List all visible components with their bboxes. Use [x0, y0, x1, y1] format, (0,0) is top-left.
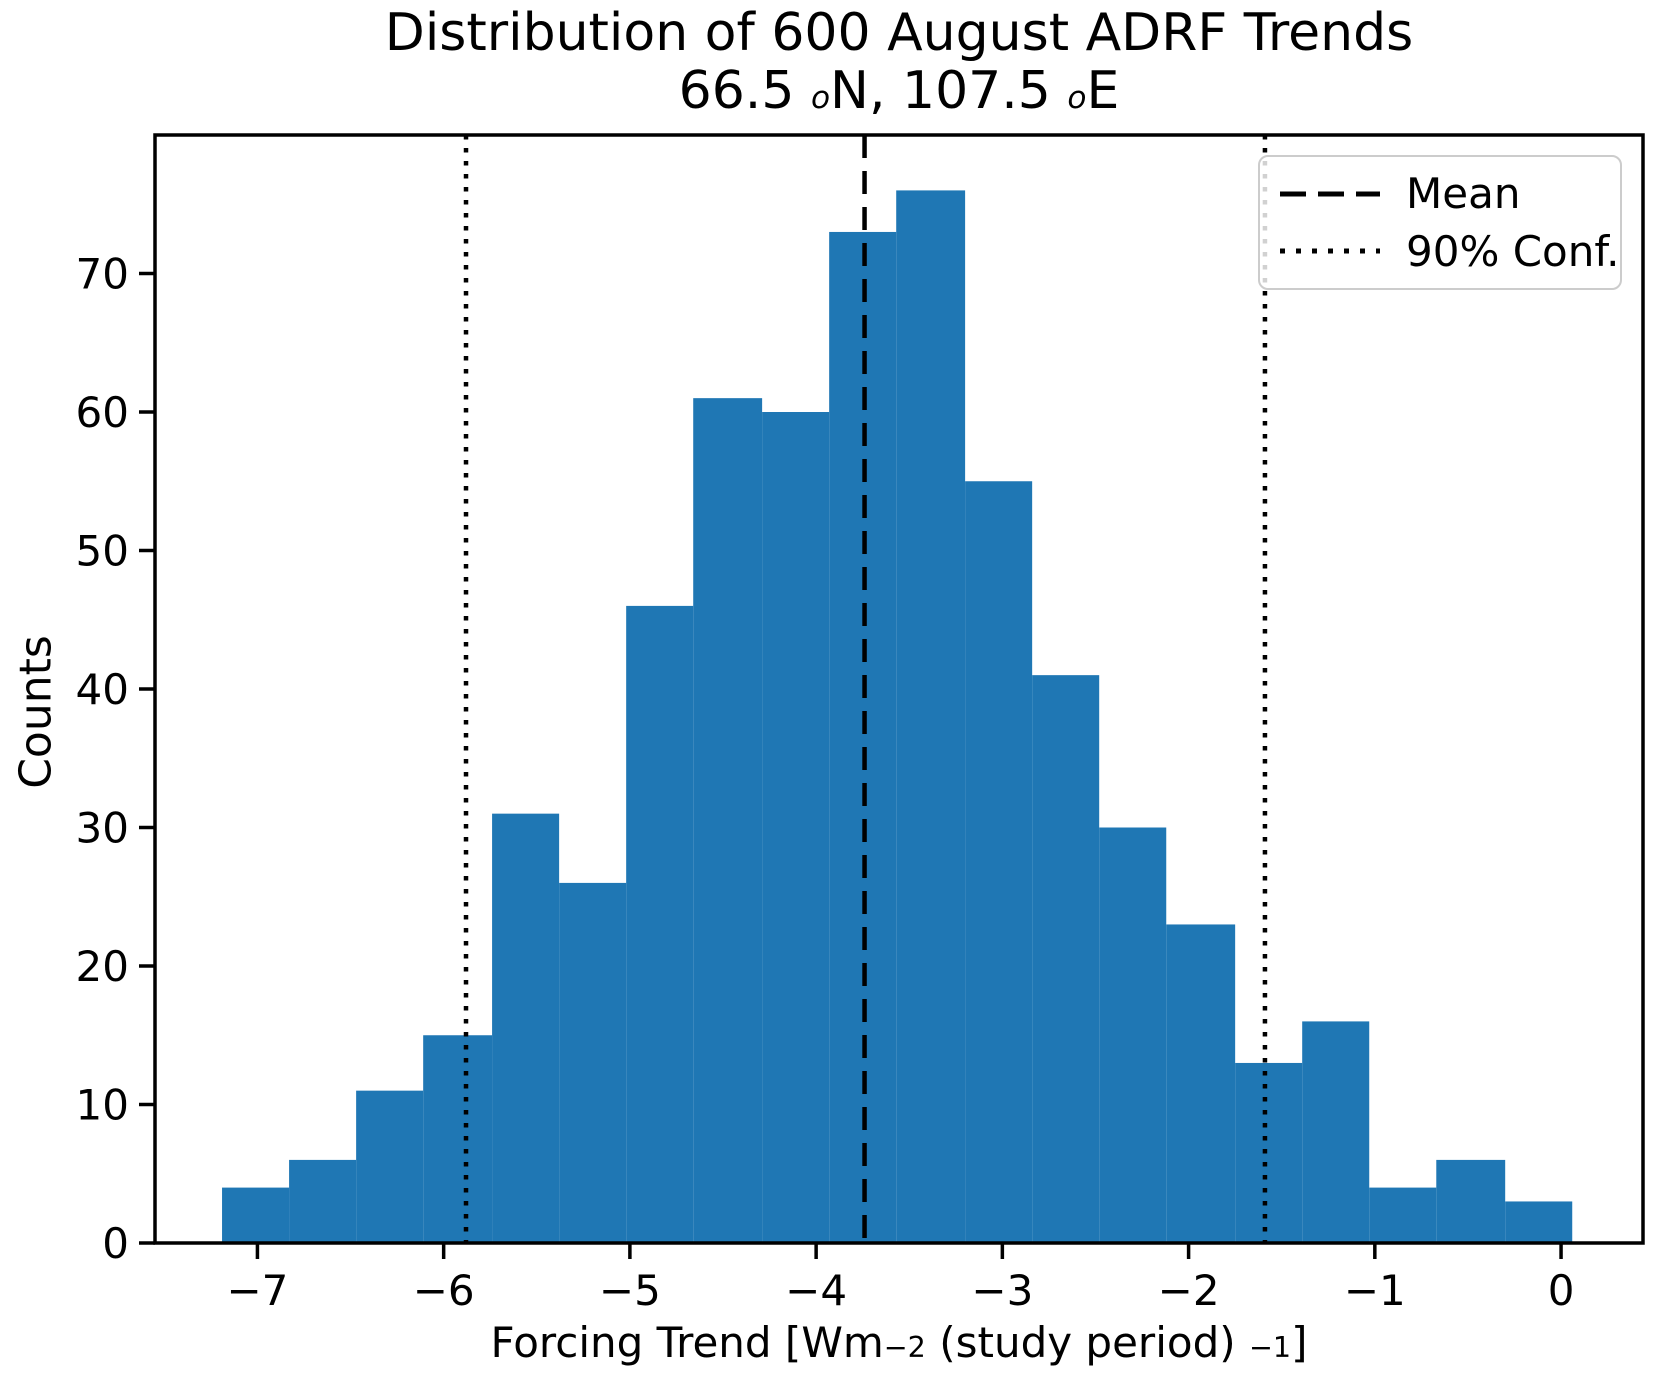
- legend-label-conf: 90% Conf.: [1406, 226, 1620, 276]
- degree-superscript: o: [810, 80, 831, 116]
- x-tick-label: −6: [413, 1266, 475, 1315]
- dashed-line-icon: [1280, 191, 1380, 197]
- histogram-bar: [762, 412, 830, 1243]
- histogram-bar: [1032, 675, 1100, 1243]
- y-axis-label: Counts: [10, 635, 62, 789]
- chart-title: Distribution of 600 August ADRF Trends 6…: [155, 4, 1643, 120]
- x-tick-label: −1: [1344, 1266, 1406, 1315]
- histogram-bar: [1302, 1021, 1370, 1243]
- title-line-2: 66.5 oN, 107.5 oE: [155, 62, 1643, 120]
- title-coord-mid: N, 107.5: [830, 61, 1068, 121]
- y-tick-label: 0: [102, 1219, 129, 1268]
- x-tick-label: −4: [785, 1266, 847, 1315]
- title-coord-lat: 66.5: [678, 61, 811, 121]
- y-tick-label: 30: [76, 804, 129, 853]
- xlabel-text: ]: [1291, 1318, 1308, 1367]
- histogram-bar: [896, 190, 966, 1243]
- degree-superscript: o: [1067, 80, 1087, 116]
- legend-label-mean: Mean: [1406, 169, 1521, 219]
- histogram-bar: [423, 1035, 493, 1243]
- legend: Mean 90% Conf.: [1258, 155, 1622, 290]
- histogram-bar: [1235, 1062, 1303, 1243]
- dotted-line-icon: [1280, 248, 1380, 254]
- exponent-superscript: −2: [883, 1330, 926, 1364]
- legend-item-mean: Mean: [1278, 169, 1620, 218]
- x-tick-label: −5: [599, 1266, 661, 1315]
- y-tick-label: 70: [76, 250, 129, 299]
- histogram-bar: [356, 1090, 424, 1243]
- histogram-bar: [965, 481, 1033, 1243]
- xlabel-text: (study period): [925, 1318, 1249, 1367]
- histogram-bar: [626, 605, 694, 1243]
- x-tick-label: 0: [1548, 1266, 1575, 1315]
- x-tick-label: −2: [1158, 1266, 1220, 1315]
- histogram-bar: [1166, 924, 1236, 1243]
- title-coord-lon: E: [1086, 61, 1120, 121]
- x-axis-label: Forcing Trend [Wm−2 (study period) −1]: [155, 1318, 1643, 1367]
- x-tick-label: −3: [971, 1266, 1033, 1315]
- histogram-bar: [492, 813, 560, 1243]
- histogram-bar: [222, 1187, 290, 1243]
- y-tick-label: 50: [76, 527, 129, 576]
- xlabel-text: Forcing Trend [Wm: [490, 1318, 884, 1367]
- y-tick-label: 40: [76, 665, 129, 714]
- title-line-1: Distribution of 600 August ADRF Trends: [384, 3, 1414, 63]
- x-tick-label: −7: [226, 1266, 288, 1315]
- histogram-bar: [289, 1159, 357, 1243]
- histogram-bar: [1099, 827, 1167, 1243]
- y-tick-label: 10: [76, 1081, 129, 1130]
- histogram-bar: [1369, 1187, 1437, 1243]
- histogram-bar: [1436, 1159, 1506, 1243]
- y-tick-label: 60: [76, 388, 129, 437]
- histogram-bar: [1505, 1201, 1573, 1243]
- legend-item-conf: 90% Conf.: [1278, 227, 1620, 276]
- exponent-superscript: −1: [1248, 1330, 1292, 1364]
- y-tick-label: 20: [76, 942, 129, 991]
- histogram-bar: [559, 882, 627, 1243]
- histogram-bar: [693, 398, 763, 1243]
